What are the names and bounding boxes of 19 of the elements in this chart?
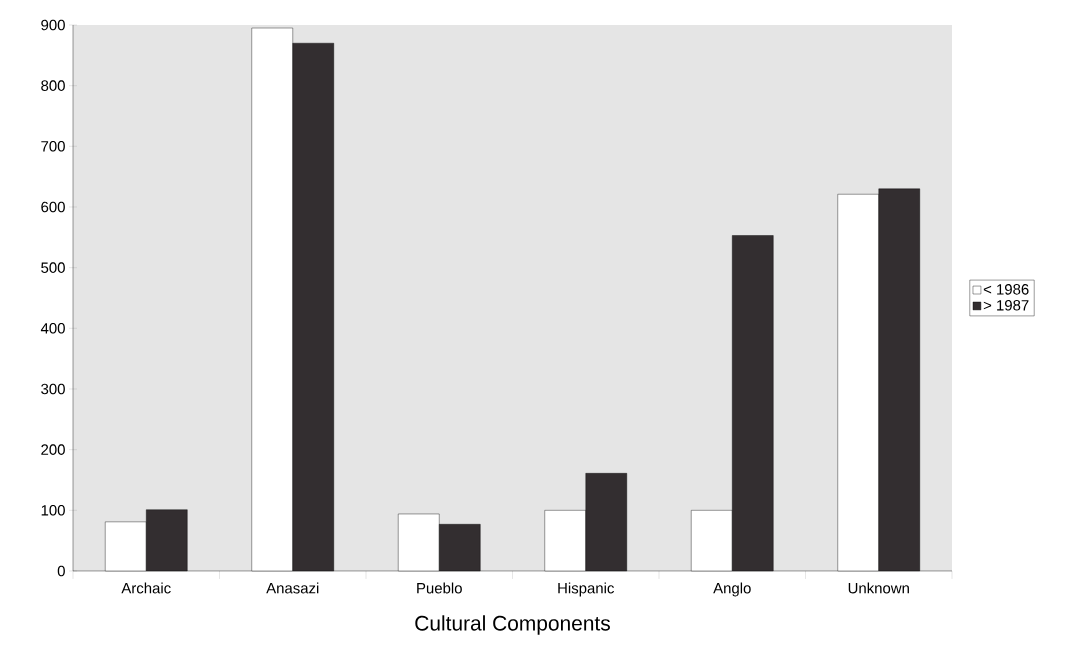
y-tick-label: 600 <box>41 201 65 213</box>
x-tick-label: Unknown <box>848 582 909 594</box>
y-tick-label: 500 <box>41 262 65 273</box>
y-tick-label: 200 <box>41 444 65 455</box>
legend-label: > 1987 <box>983 299 1029 311</box>
x-tick-label: Archaic <box>121 582 171 594</box>
x-tick-label: Pueblo <box>417 582 462 594</box>
x-axis-title: Cultural Components <box>415 615 610 635</box>
y-tick-label: 400 <box>40 323 65 334</box>
y-tick-label: 0 <box>57 565 65 577</box>
y-tick-label: 900 <box>41 19 65 31</box>
y-tick-label: 700 <box>41 141 65 152</box>
legend-label: < 1986 <box>983 284 1029 295</box>
x-tick-label: Anglo <box>713 582 751 597</box>
y-tick-label: 800 <box>41 80 65 91</box>
y-tick-label: 300 <box>41 383 65 395</box>
x-tick-label: Anasazi <box>266 582 319 594</box>
x-tick-label: Hispanic <box>558 582 615 597</box>
y-tick-label: 100 <box>41 505 65 516</box>
